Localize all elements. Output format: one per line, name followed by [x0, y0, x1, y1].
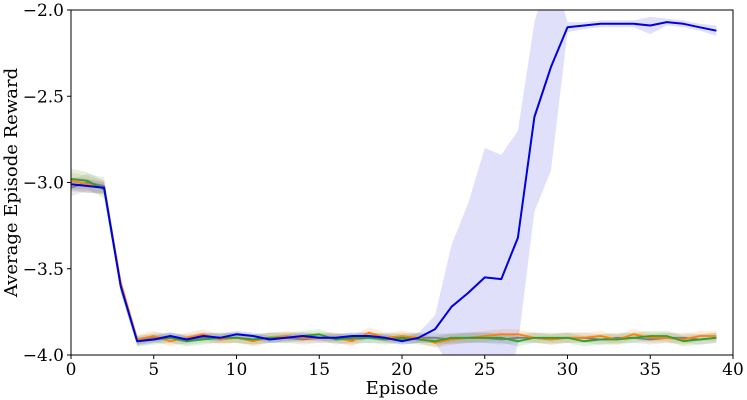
- plot-frame: [70, 9, 734, 356]
- series-lines: [71, 21, 717, 344]
- series-2-band: [71, 172, 717, 349]
- y-tick-label: −2.0: [23, 1, 64, 21]
- x-tick-label: 35: [639, 360, 661, 380]
- x-tick-label: 0: [66, 360, 77, 380]
- series-3-line: [71, 178, 717, 343]
- x-tick-label: 15: [308, 360, 330, 380]
- series-4-band: [71, 10, 717, 355]
- x-tick-label: 30: [557, 360, 579, 380]
- series-4-line: [71, 21, 717, 343]
- y-tick-label: −3.5: [23, 260, 64, 280]
- y-tick-label: −4.0: [23, 346, 64, 366]
- x-axis-label: Episode: [366, 378, 439, 399]
- y-axis-label: Average Episode Reward: [1, 68, 22, 298]
- series-2-line: [71, 179, 717, 344]
- x-tick-label: 40: [722, 360, 744, 380]
- x-tick-label: 20: [391, 360, 413, 380]
- x-tick-label: 25: [474, 360, 496, 380]
- y-tick-label: −3.0: [23, 174, 64, 194]
- x-axis-ticks: 0 5 10 15 20 25 30 35 40: [66, 355, 744, 380]
- x-tick-label: 10: [226, 360, 248, 380]
- y-axis-ticks: −2.0 −2.5 −3.0 −3.5 −4.0: [23, 1, 71, 366]
- y-tick-label: −2.5: [23, 87, 64, 107]
- confidence-bands: [71, 10, 717, 355]
- x-tick-label: 5: [148, 360, 159, 380]
- series-1-band: [71, 173, 717, 347]
- series-1-line: [71, 181, 717, 343]
- series-3-band: [71, 168, 717, 347]
